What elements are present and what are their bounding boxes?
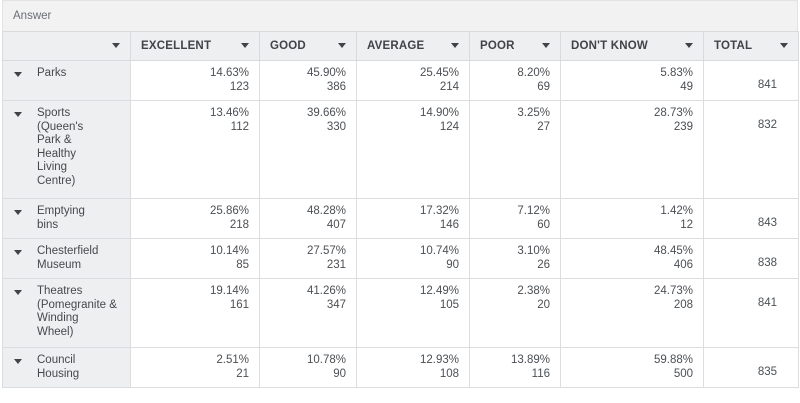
data-cell: 48.45% 406 [560,238,704,279]
table-row: Theatres (Pomegranite & Winding Wheel) 1… [2,278,799,348]
results-table: EXCELLENT GOOD AVERAGE POOR DON'T KNOW T… [2,31,799,388]
header-row: EXCELLENT GOOD AVERAGE POOR DON'T KNOW T… [2,31,799,61]
chevron-down-icon[interactable] [14,290,22,295]
chevron-down-icon[interactable] [14,72,22,77]
chevron-down-icon[interactable] [112,43,120,48]
results-table-container: Answer EXCELLENT GOOD AVERAGE POOR DON'T… [2,0,799,388]
data-cell: 39.66% 330 [259,100,357,199]
data-cell: 28.73% 239 [560,100,704,199]
data-cell: 2.51% 21 [130,347,260,388]
chevron-down-icon[interactable] [780,43,788,48]
chevron-down-icon[interactable] [685,43,693,48]
chevron-down-icon[interactable] [14,359,22,364]
data-cell: 10.14% 85 [130,238,260,279]
total-cell: 838 [703,238,799,279]
column-header-dont-know[interactable]: DON'T KNOW [560,31,704,61]
row-header[interactable]: Emptying bins [2,198,131,239]
row-label: Sports (Queen's Park & Healthy Living Ce… [37,107,84,187]
data-cell: 2.38% 20 [469,278,561,348]
data-cell: 45.90% 386 [259,60,357,101]
row-label: Chesterfield Museum [37,245,99,271]
data-cell: 19.14% 161 [130,278,260,348]
column-header-excellent[interactable]: EXCELLENT [130,31,260,61]
chevron-down-icon[interactable] [14,250,22,255]
data-cell: 59.88% 500 [560,347,704,388]
data-cell: 48.28% 407 [259,198,357,239]
table-row: Parks 14.63% 123 45.90% 386 25.45% 214 8.20… [2,60,799,101]
data-cell: 3.25% 27 [469,100,561,199]
data-cell: 17.32% 146 [356,198,470,239]
total-cell: 832 [703,100,799,199]
chevron-down-icon[interactable] [14,112,22,117]
chevron-down-icon[interactable] [14,210,22,215]
data-cell: 12.93% 108 [356,347,470,388]
data-cell: 13.46% 112 [130,100,260,199]
data-cell: 10.78% 90 [259,347,357,388]
total-cell: 835 [703,347,799,388]
data-cell: 13.89% 116 [469,347,561,388]
table-row: Chesterfield Museum 10.14% 85 27.57% 231 1… [2,238,799,279]
row-header[interactable]: Theatres (Pomegranite & Winding Wheel) [2,278,131,348]
chevron-down-icon[interactable] [451,43,459,48]
row-label: Emptying bins [37,205,85,231]
row-label: Theatres (Pomegranite & Winding Wheel) [37,285,117,338]
column-header-poor[interactable]: POOR [469,31,561,61]
data-cell: 10.74% 90 [356,238,470,279]
column-header-good[interactable]: GOOD [259,31,357,61]
total-cell: 841 [703,278,799,348]
data-cell: 8.20% 69 [469,60,561,101]
answer-label: Answer [13,10,52,22]
row-header[interactable]: Council Housing [2,347,131,388]
row-label: Council Housing [37,354,80,380]
data-cell: 3.10% 26 [469,238,561,279]
column-header-average[interactable]: AVERAGE [356,31,470,61]
row-header[interactable]: Chesterfield Museum [2,238,131,279]
data-cell: 24.73% 208 [560,278,704,348]
table-row: Sports (Queen's Park & Healthy Living Ce… [2,100,799,199]
chevron-down-icon[interactable] [241,43,249,48]
data-cell: 7.12% 60 [469,198,561,239]
data-cell: 5.83% 49 [560,60,704,101]
total-cell: 843 [703,198,799,239]
row-label: Parks [37,67,67,79]
row-header[interactable]: Parks [2,60,131,101]
total-cell: 841 [703,60,799,101]
data-cell: 12.49% 105 [356,278,470,348]
column-header-question[interactable] [2,31,131,61]
data-cell: 25.86% 218 [130,198,260,239]
data-cell: 41.26% 347 [259,278,357,348]
table-row: Emptying bins 25.86% 218 48.28% 407 17.32%… [2,198,799,239]
row-header[interactable]: Sports (Queen's Park & Healthy Living Ce… [2,100,131,199]
data-cell: 27.57% 231 [259,238,357,279]
data-cell: 14.90% 124 [356,100,470,199]
answer-header: Answer [2,0,798,31]
table-row: Council Housing 2.51% 21 10.78% 90 12.93% 1… [2,347,799,388]
data-cell: 14.63% 123 [130,60,260,101]
data-cell: 1.42% 12 [560,198,704,239]
chevron-down-icon[interactable] [542,43,550,48]
data-cell: 25.45% 214 [356,60,470,101]
chevron-down-icon[interactable] [338,43,346,48]
column-header-total[interactable]: TOTAL [703,31,799,61]
